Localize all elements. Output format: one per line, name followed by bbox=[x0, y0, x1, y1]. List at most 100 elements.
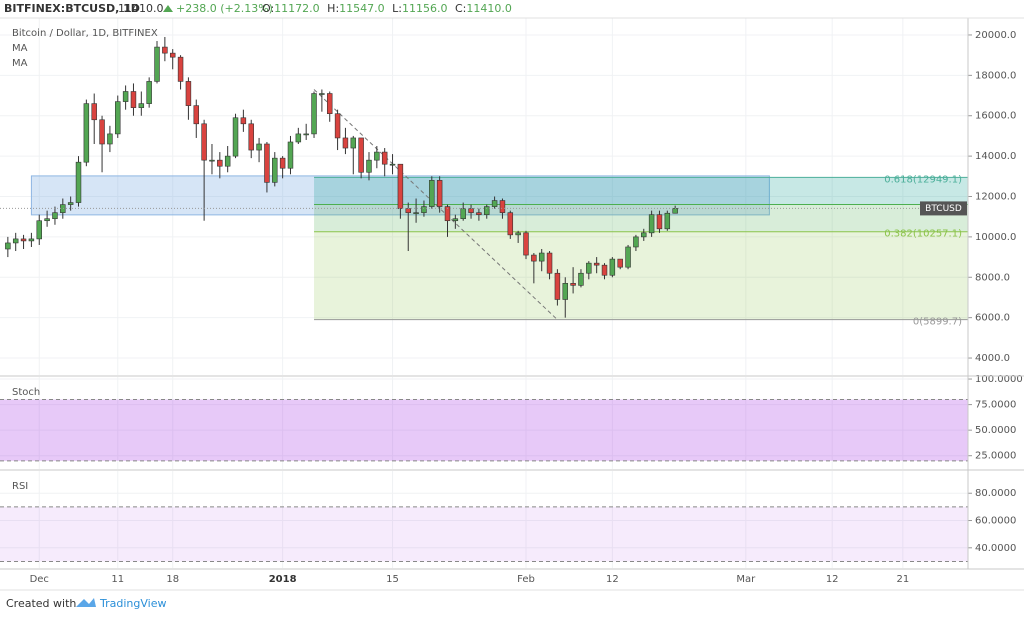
candle-body bbox=[366, 159, 372, 173]
candle-body bbox=[499, 200, 506, 213]
y-tick-label: 10000.0 bbox=[975, 232, 1016, 243]
footer-text: Created with bbox=[6, 597, 76, 610]
legend-title: Bitcoin / Dollar, 1D, BITFINEX bbox=[12, 28, 158, 39]
candle-body bbox=[633, 236, 639, 248]
candle-body bbox=[20, 238, 27, 242]
symbol: BITFINEX:BTCUSD, 1D bbox=[4, 2, 140, 15]
candle-body bbox=[279, 157, 286, 169]
candle-body bbox=[272, 157, 278, 183]
candle-body bbox=[374, 151, 380, 161]
candle-body bbox=[326, 93, 333, 115]
y-tick-label: 8000.0 bbox=[975, 272, 1010, 283]
candle-body bbox=[162, 46, 168, 54]
candle-body bbox=[130, 91, 137, 108]
candle-body bbox=[115, 101, 121, 135]
x-tick-label: 15 bbox=[386, 574, 399, 585]
price-tag: BTCUSD bbox=[925, 204, 962, 214]
legend-entry: MA bbox=[12, 43, 28, 54]
ohlc-label: H: bbox=[327, 2, 339, 15]
candle-body bbox=[201, 123, 207, 161]
candle-body bbox=[609, 258, 616, 276]
candle-body bbox=[593, 262, 600, 266]
candle-body bbox=[507, 212, 514, 236]
candle-body bbox=[311, 93, 317, 135]
x-tick-label: 18 bbox=[166, 574, 179, 585]
candle-body bbox=[664, 212, 671, 230]
candle-body bbox=[484, 206, 490, 215]
candle-body bbox=[429, 180, 435, 207]
up-icon bbox=[163, 5, 173, 12]
y-tick-label: 18000.0 bbox=[975, 70, 1016, 81]
y-tick-label: 75.0000 bbox=[975, 400, 1016, 411]
candle-body bbox=[452, 218, 459, 222]
candle-body bbox=[531, 254, 537, 262]
candle-body bbox=[656, 214, 663, 230]
candle-body bbox=[460, 208, 466, 220]
candle-body bbox=[334, 113, 341, 139]
candle-body bbox=[83, 103, 90, 163]
candle-body bbox=[421, 206, 427, 213]
y-tick-label: 80.0000 bbox=[975, 488, 1016, 499]
candle-body bbox=[538, 252, 545, 262]
candle-body bbox=[586, 262, 592, 274]
candle-body bbox=[177, 56, 184, 82]
candle-body bbox=[476, 212, 482, 215]
candle-body bbox=[154, 46, 160, 82]
candle-body bbox=[264, 143, 270, 183]
candle-body bbox=[436, 180, 443, 207]
candle-body bbox=[209, 159, 215, 162]
candle-body bbox=[625, 246, 631, 268]
ohlc-label: L: bbox=[392, 2, 402, 15]
fib-zone bbox=[314, 231, 968, 320]
x-tick-label: Feb bbox=[517, 574, 535, 585]
candle-body bbox=[67, 202, 74, 205]
candle-body bbox=[601, 264, 608, 276]
candle-body bbox=[146, 81, 152, 104]
y-tick-label: 6000.0 bbox=[975, 313, 1010, 324]
fib-zone bbox=[314, 204, 968, 232]
candle-body bbox=[240, 117, 247, 125]
candle-body bbox=[381, 151, 388, 165]
candle-body bbox=[248, 123, 254, 151]
y-tick-label: 16000.0 bbox=[975, 111, 1016, 122]
ohlc-value: 11547.0 bbox=[339, 2, 385, 15]
ohlc-label: C: bbox=[455, 2, 466, 15]
legend-entry: MA bbox=[12, 58, 28, 69]
y-tick-label: 14000.0 bbox=[975, 151, 1016, 162]
candle-body bbox=[319, 93, 325, 95]
candle-body bbox=[562, 283, 568, 300]
last-price: 11410.0 bbox=[118, 2, 164, 15]
candle-body bbox=[413, 212, 419, 214]
candle-body bbox=[287, 141, 294, 169]
logo[interactable] bbox=[76, 598, 96, 607]
candle-body bbox=[60, 204, 66, 213]
x-tick-label: Dec bbox=[30, 574, 49, 585]
candle-body bbox=[224, 155, 231, 167]
candle-body bbox=[36, 220, 42, 240]
ohlc: O:11172.0 H:11547.0 L:11156.0 C:11410.0 bbox=[262, 2, 512, 15]
y-tick-label: 25.0000 bbox=[975, 451, 1016, 462]
candle-body bbox=[358, 137, 364, 173]
candle-body bbox=[554, 272, 561, 300]
candle-body bbox=[91, 103, 97, 121]
y-tick-label: 40.0000 bbox=[975, 543, 1016, 554]
candle-body bbox=[389, 163, 396, 166]
panel-title: RSI bbox=[12, 481, 28, 492]
candle-body bbox=[468, 208, 474, 213]
candle-body bbox=[491, 200, 498, 207]
candle-body bbox=[185, 81, 192, 106]
candle-body bbox=[75, 161, 82, 203]
fib-label: 0(5899.7) bbox=[913, 317, 962, 328]
candle-body bbox=[28, 238, 35, 242]
ohlc-value: 11172.0 bbox=[274, 2, 320, 15]
candle-body bbox=[641, 232, 647, 238]
ohlc-value: 11156.0 bbox=[402, 2, 448, 15]
ohlc-label: O: bbox=[262, 2, 274, 15]
plot-layer: 4000.0 6000.0 8000.0 10000.0 12000.0 14000.0 1… bbox=[0, 18, 1023, 585]
x-tick-label: 21 bbox=[896, 574, 909, 585]
x-tick-label: Mar bbox=[736, 574, 756, 585]
ohlc-value: 11410.0 bbox=[466, 2, 512, 15]
y-tick-label: 100.0000 bbox=[975, 374, 1023, 385]
footer-brand[interactable]: TradingView bbox=[99, 597, 166, 610]
